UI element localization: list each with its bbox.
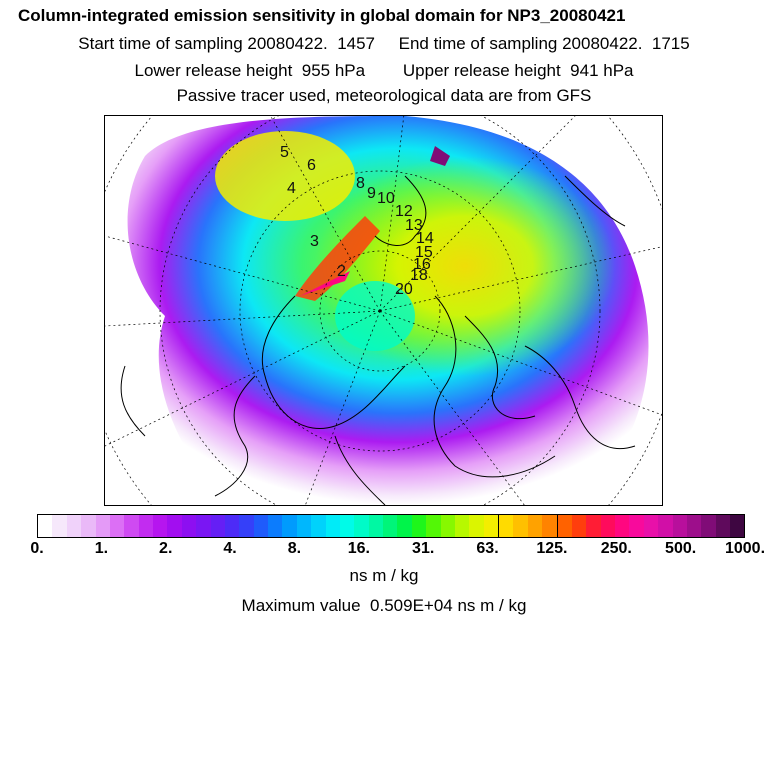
trajectory-label: 18 xyxy=(410,267,428,284)
colorbar-tick-label: 4. xyxy=(223,540,237,557)
colorbar-swatch xyxy=(52,515,67,537)
colorbar-swatch xyxy=(643,515,659,537)
colorbar-swatch xyxy=(513,515,528,537)
colorbar-swatch xyxy=(527,515,543,537)
colorbar-tick-label: 2. xyxy=(159,540,173,557)
colorbar-swatch xyxy=(498,515,514,537)
trajectory-label: 10 xyxy=(377,190,395,207)
arctic-ocean-field xyxy=(335,281,415,351)
colorbar-tick-labels: 0. 1. 2. 4. 8. 16. 31. 63. 125. 250. 500. 1000. xyxy=(0,540,768,560)
colorbar-swatch xyxy=(701,515,716,537)
colorbar-tick-label: 125. xyxy=(536,540,568,557)
colorbar-swatch xyxy=(730,515,745,537)
trajectory-label: 14 xyxy=(416,230,434,247)
trajectory-label: 13 xyxy=(405,217,423,234)
colorbar-swatch xyxy=(571,515,587,537)
colorbar-swatch xyxy=(153,515,168,537)
colorbar-swatch xyxy=(167,515,182,537)
colorbar-tick-label: 1000. xyxy=(724,540,766,557)
release-height-line: Lower release height 955 hPa Upper relea… xyxy=(134,61,634,80)
colorbar-tick-label: 31. xyxy=(412,540,435,557)
trajectory-label: 16 xyxy=(413,256,431,273)
colorbar-swatch xyxy=(686,515,702,537)
trajectory-label: 2 xyxy=(337,263,346,280)
trajectory-label: 5 xyxy=(280,144,289,161)
high-sensitivity-north xyxy=(215,131,355,221)
colorbar-swatch xyxy=(629,515,644,537)
colorbar-swatch xyxy=(109,515,125,537)
colorbar-swatch xyxy=(426,515,441,537)
tracer-info-line: Passive tracer used, meteorological data… xyxy=(176,86,592,105)
colorbar-swatch xyxy=(66,515,82,537)
colorbar-tick-label: 8. xyxy=(287,540,302,557)
colorbar-swatch xyxy=(715,515,730,537)
colorbar-tick-label: 250. xyxy=(600,540,632,557)
colorbar-swatch xyxy=(296,515,312,537)
colorbar-swatch xyxy=(339,515,355,537)
trajectory-label: 15 xyxy=(415,244,433,261)
colorbar-swatch xyxy=(440,515,455,537)
colorbar-swatch xyxy=(268,515,283,537)
colorbar-swatch xyxy=(600,515,615,537)
colorbar-tick-label: 0. xyxy=(30,540,44,557)
colorbar-swatch xyxy=(383,515,398,537)
colorbar-swatch xyxy=(325,515,340,537)
map-canvas: 2 3 4 5 6 8 9 10 12 13 14 15 16 18 20 xyxy=(105,116,662,505)
release-core xyxy=(300,271,350,296)
colorbar-swatch xyxy=(124,515,139,537)
trajectory-label: 6 xyxy=(307,157,316,174)
colorbar-swatch xyxy=(138,515,153,537)
colorbar xyxy=(37,514,745,538)
colorbar-swatch xyxy=(38,515,53,537)
colorbar-swatch xyxy=(411,515,427,537)
colorbar-swatch xyxy=(368,515,383,537)
trajectory-label: 9 xyxy=(367,185,376,202)
colorbar-swatch xyxy=(282,515,297,537)
colorbar-swatch xyxy=(224,515,240,537)
colorbar-swatch xyxy=(95,515,110,537)
trajectory-label: 8 xyxy=(356,175,365,192)
colorbar-swatch xyxy=(196,515,211,537)
colorbar-swatch xyxy=(239,515,254,537)
release-plume xyxy=(295,216,380,301)
colorbar-swatch xyxy=(81,515,96,537)
colorbar-tick-label: 63. xyxy=(476,540,499,557)
trajectory-label: 3 xyxy=(310,233,319,250)
colorbar-tick-label: 16. xyxy=(347,540,370,557)
colorbar-swatch xyxy=(658,515,673,537)
colorbar-swatch xyxy=(354,515,369,537)
colorbar-swatch xyxy=(469,515,484,537)
trajectory-labels: 2 3 4 5 6 8 9 10 12 13 14 15 16 18 20 xyxy=(280,144,434,298)
colorbar-swatch xyxy=(556,515,572,537)
trajectory-label: 20 xyxy=(395,281,413,298)
hotspot-north xyxy=(430,146,450,166)
maximum-value-label: Maximum value 0.509E+04 ns m / kg xyxy=(241,596,527,615)
sensitivity-map: 2 3 4 5 6 8 9 10 12 13 14 15 16 18 20 xyxy=(104,115,663,506)
trajectory-label: 12 xyxy=(395,203,413,220)
colorbar-swatch xyxy=(397,515,412,537)
plot-title: Column-integrated emission sensitivity i… xyxy=(18,6,626,25)
colorbar-swatch xyxy=(542,515,557,537)
colorbar-swatch xyxy=(181,515,197,537)
colorbar-swatch xyxy=(483,515,498,537)
colorbar-tick-label: 500. xyxy=(665,540,697,557)
coastlines xyxy=(120,175,636,505)
colorbar-swatch xyxy=(311,515,326,537)
colorbar-swatch xyxy=(586,515,601,537)
sampling-time-line: Start time of sampling 20080422. 1457 En… xyxy=(78,34,690,53)
colorbar-swatch xyxy=(253,515,268,537)
colorbar-swatch xyxy=(454,515,470,537)
colorbar-swatch xyxy=(210,515,225,537)
colorbar-swatch xyxy=(672,515,687,537)
colorbar-tick-label: 1. xyxy=(94,540,109,557)
graticule xyxy=(105,116,662,505)
trajectory-label: 4 xyxy=(287,180,296,197)
colorbar-swatch xyxy=(615,515,630,537)
colorbar-unit-label: ns m / kg xyxy=(349,566,419,585)
